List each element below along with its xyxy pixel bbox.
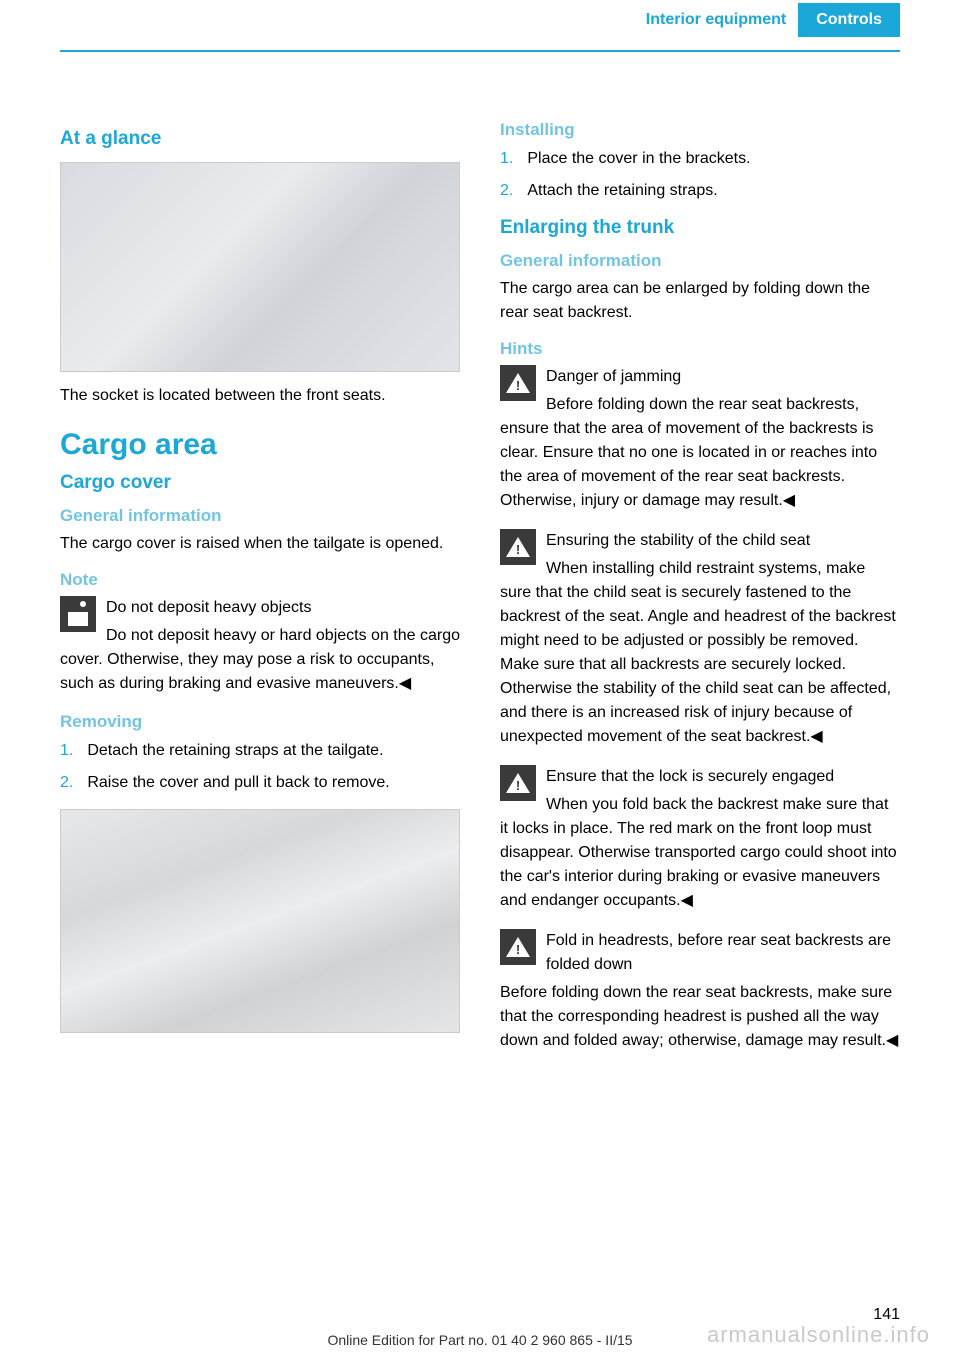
hint-title: Fold in headrests, before rear seat back…: [500, 929, 900, 977]
removing-heading: Removing: [60, 712, 460, 732]
general-info-heading-1: General information: [60, 506, 460, 526]
page-header: Interior equipment Controls: [0, 0, 960, 40]
content-area: At a glance The socket is located betwee…: [0, 40, 960, 1069]
at-a-glance-heading: At a glance: [60, 128, 460, 150]
info-icon: [60, 596, 96, 632]
list-item: 1. Place the cover in the brackets.: [500, 146, 900, 172]
list-item: 2. Attach the retaining straps.: [500, 178, 900, 204]
hint-title: Ensuring the stability of the child seat: [500, 529, 900, 553]
hint-body: Before folding down the rear seat backre…: [500, 396, 877, 509]
cargo-cover-body: The cargo cover is raised when the tailg…: [60, 532, 460, 556]
warning-icon: [500, 529, 536, 565]
list-number: 2.: [60, 770, 73, 796]
cargo-area-heading: Cargo area: [60, 428, 460, 462]
hint-block-1: Danger of jamming Before folding down th…: [500, 365, 900, 513]
right-column: Installing 1. Place the cover in the brac…: [500, 120, 900, 1069]
list-item: 2. Raise the cover and pull it back to re…: [60, 770, 460, 796]
installing-list: 1. Place the cover in the brackets. 2. Att…: [500, 146, 900, 203]
installing-heading: Installing: [500, 120, 900, 140]
left-column: At a glance The socket is located betwee…: [60, 120, 460, 1069]
cargo-cover-heading: Cargo cover: [60, 472, 460, 494]
list-item: 1. Detach the retaining straps at the tai…: [60, 738, 460, 764]
socket-caption: The socket is located between the front …: [60, 384, 460, 408]
enlarging-trunk-heading: Enlarging the trunk: [500, 217, 900, 239]
list-text: Place the cover in the brackets.: [527, 146, 750, 172]
hint-body: When you fold back the backrest make sur…: [500, 796, 897, 909]
list-number: 1.: [500, 146, 513, 172]
hints-heading: Hints: [500, 339, 900, 359]
list-number: 2.: [500, 178, 513, 204]
watermark: armanualsonline.info: [707, 1322, 930, 1348]
list-text: Detach the retaining straps at the tailg…: [87, 738, 383, 764]
general-info-heading-2: General information: [500, 251, 900, 271]
warning-icon: [500, 929, 536, 965]
hint-block-4: Fold in headrests, before rear seat back…: [500, 929, 900, 1053]
header-section-label: Interior equipment: [634, 11, 798, 29]
hint-title: Ensure that the lock is securely engaged: [500, 765, 900, 789]
note-title: Do not deposit heavy objects: [60, 596, 460, 620]
note-body: Do not deposit heavy or hard objects on …: [60, 627, 460, 692]
note-heading: Note: [60, 570, 460, 590]
hint-body: When installing child restraint systems,…: [500, 560, 896, 745]
hint-block-3: Ensure that the lock is securely engaged…: [500, 765, 900, 913]
socket-image: [60, 162, 460, 372]
enlarging-body: The cargo area can be enlarged by foldin…: [500, 277, 900, 325]
cargo-area-image: [60, 809, 460, 1033]
hint-title: Danger of jamming: [500, 365, 900, 389]
header-divider: [60, 50, 900, 52]
list-text: Raise the cover and pull it back to remo…: [87, 770, 389, 796]
list-text: Attach the retaining straps.: [527, 178, 717, 204]
header-chapter-label: Controls: [798, 3, 900, 37]
note-block: Do not deposit heavy objects Do not depo…: [60, 596, 460, 696]
warning-icon: [500, 365, 536, 401]
hint-block-2: Ensuring the stability of the child seat…: [500, 529, 900, 749]
list-number: 1.: [60, 738, 73, 764]
removing-list: 1. Detach the retaining straps at the tai…: [60, 738, 460, 795]
warning-icon: [500, 765, 536, 801]
hint-body: Before folding down the rear seat backre…: [500, 984, 898, 1049]
